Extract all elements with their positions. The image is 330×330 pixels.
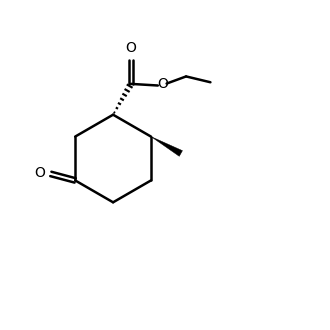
Text: O: O [34,166,45,180]
Polygon shape [151,137,182,156]
Text: O: O [125,41,136,55]
Text: O: O [157,77,168,90]
